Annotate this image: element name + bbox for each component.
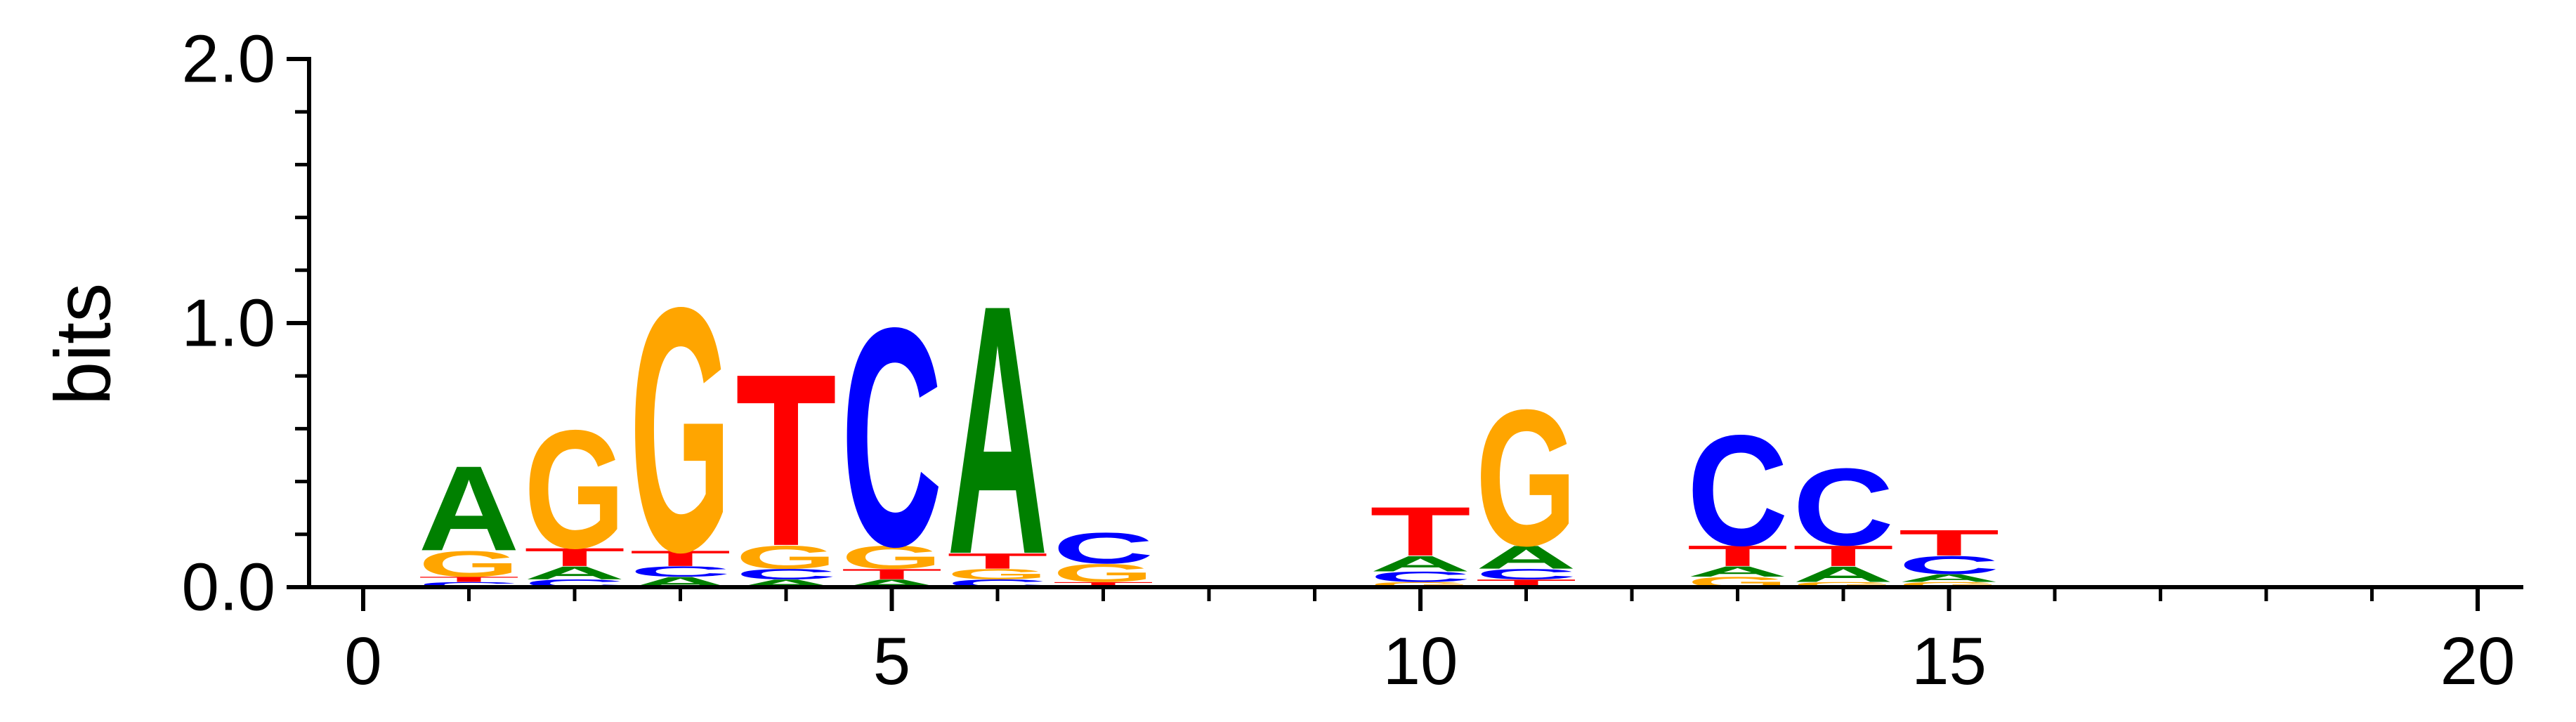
x-tick-label: 15: [1911, 624, 1987, 699]
logo-letter-g: G: [735, 539, 837, 576]
logo-letter-g: G: [419, 544, 520, 584]
logo-letter-g: G: [1793, 581, 1894, 589]
logo-letter-g: G: [1370, 581, 1471, 589]
logo-letter-c: C: [842, 263, 943, 611]
logo-letter-t: T: [842, 566, 943, 582]
logo-letter-t: T: [1053, 581, 1154, 589]
logo-letter-c: C: [630, 563, 731, 579]
logo-letter-c: C: [1370, 569, 1471, 585]
logo-letter-a: A: [1476, 539, 1577, 576]
logo-letter-c: C: [1687, 402, 1789, 579]
logo-letter-a: A: [524, 563, 625, 583]
logo-letter-t: T: [947, 549, 1048, 573]
y-tick-label: 2.0: [182, 22, 275, 97]
logo-letter-g: G: [842, 539, 943, 576]
logo-letter-t: T: [1899, 523, 2000, 563]
logo-letter-c: C: [1053, 524, 1154, 573]
y-tick-label: 1.0: [182, 286, 275, 361]
y-tick-label: 0.0: [182, 550, 275, 625]
logo-letter-a: A: [419, 441, 520, 576]
axis-ticks-layer: [287, 57, 2480, 611]
logo-letter-g: G: [1899, 581, 2000, 589]
logo-letter-a: A: [1793, 562, 1894, 586]
logo-letter-c: C: [1899, 551, 2000, 579]
logo-letter-c: C: [1476, 566, 1577, 582]
x-tick-label: 5: [873, 624, 910, 699]
logo-letter-t: T: [735, 323, 837, 598]
logo-letter-t: T: [1793, 539, 1894, 572]
x-tick-label: 0: [344, 624, 381, 699]
tick-labels-layer: 0.0 1.0 2.0 0 5 10 15 20: [182, 22, 2516, 700]
logo-letter-a: A: [1370, 551, 1471, 576]
logo-letter-a: A: [947, 231, 1048, 629]
logo-letter-t: T: [630, 546, 731, 571]
logo-letter-c: C: [419, 581, 520, 589]
logo-letter-g: G: [524, 395, 625, 584]
logo-letter-g: G: [947, 566, 1048, 582]
logo-letter-c: C: [735, 566, 837, 582]
logo-letter-t: T: [1370, 492, 1471, 570]
logo-letter-c: C: [1793, 445, 1894, 568]
logo-letter-a: A: [1899, 572, 2000, 584]
logo-letter-g: G: [630, 236, 731, 625]
logo-letter-g: G: [1476, 369, 1577, 586]
x-tick-label: 20: [2440, 624, 2516, 699]
logo-letter-t: T: [524, 543, 625, 572]
x-tick-label: 10: [1383, 624, 1458, 699]
logo-letter-a: A: [1687, 563, 1789, 579]
logo-letter-t: T: [1687, 539, 1789, 572]
logo-letter-g: G: [1053, 559, 1154, 588]
logo-letter-t: T: [419, 575, 520, 584]
y-axis-title: bits: [39, 283, 127, 405]
